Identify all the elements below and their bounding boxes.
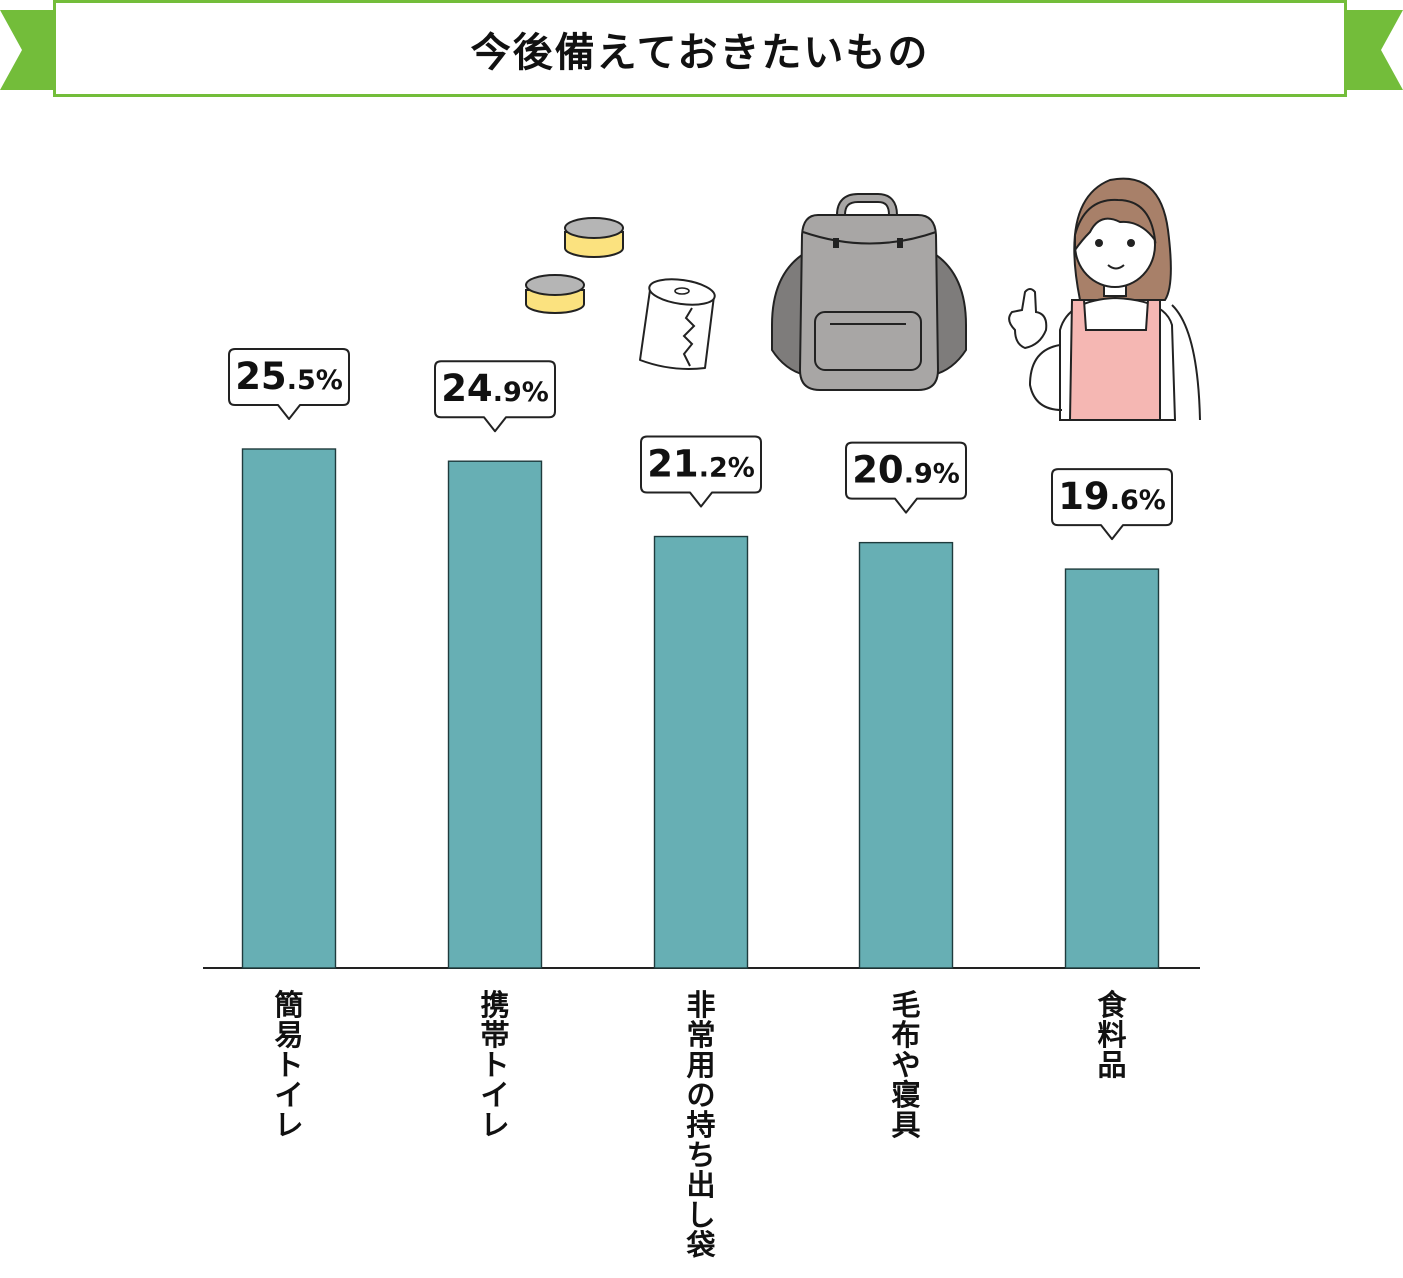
data-label-bubble-5 (1051, 468, 1173, 541)
data-label-1: 25.5% (235, 355, 343, 398)
category-label-2: 携帯トイレ (480, 988, 509, 1142)
bar-4 (858, 541, 954, 969)
bar-2 (447, 460, 543, 969)
canned-food-icon (525, 217, 624, 314)
ribbon-right-icon (1333, 10, 1403, 90)
data-labels-group: 25.5% 24.9% 21.2% 20.9% 19.6% (228, 348, 1173, 541)
toilet-paper-icon (639, 278, 716, 370)
data-label-bubble-3 (640, 435, 762, 508)
category-label-1: 簡易トイレ (274, 988, 303, 1142)
data-label-bubble-1 (228, 348, 350, 420)
category-label-3: 非常用の持ち出し袋 (685, 988, 715, 1262)
bar-1 (241, 448, 337, 969)
woman-pointing-illustration (1008, 177, 1201, 421)
ribbon-left-icon (0, 10, 70, 90)
title-banner: 今後備えておきたいもの (53, 0, 1347, 97)
bars-group (241, 448, 1160, 969)
bar-3 (653, 535, 749, 969)
data-label-bubble-2 (434, 360, 556, 433)
chart-title: 今後備えておきたいもの (470, 29, 930, 76)
data-label-3: 21.2% (647, 443, 755, 486)
category-label-4: 毛布や寝具 (891, 988, 920, 1142)
backpack-icon (771, 193, 967, 391)
category-labels-group: 簡易トイレ 携帯トイレ 非常用の持ち出し袋 毛布や寝具 食料品 (274, 988, 1127, 1262)
data-label-2: 24.9% (441, 367, 549, 410)
bar-5 (1064, 568, 1160, 969)
data-label-5: 19.6% (1058, 475, 1166, 518)
data-label-4: 20.9% (852, 449, 960, 492)
category-label-5: 食料品 (1097, 988, 1127, 1082)
data-label-bubble-4 (845, 441, 967, 514)
